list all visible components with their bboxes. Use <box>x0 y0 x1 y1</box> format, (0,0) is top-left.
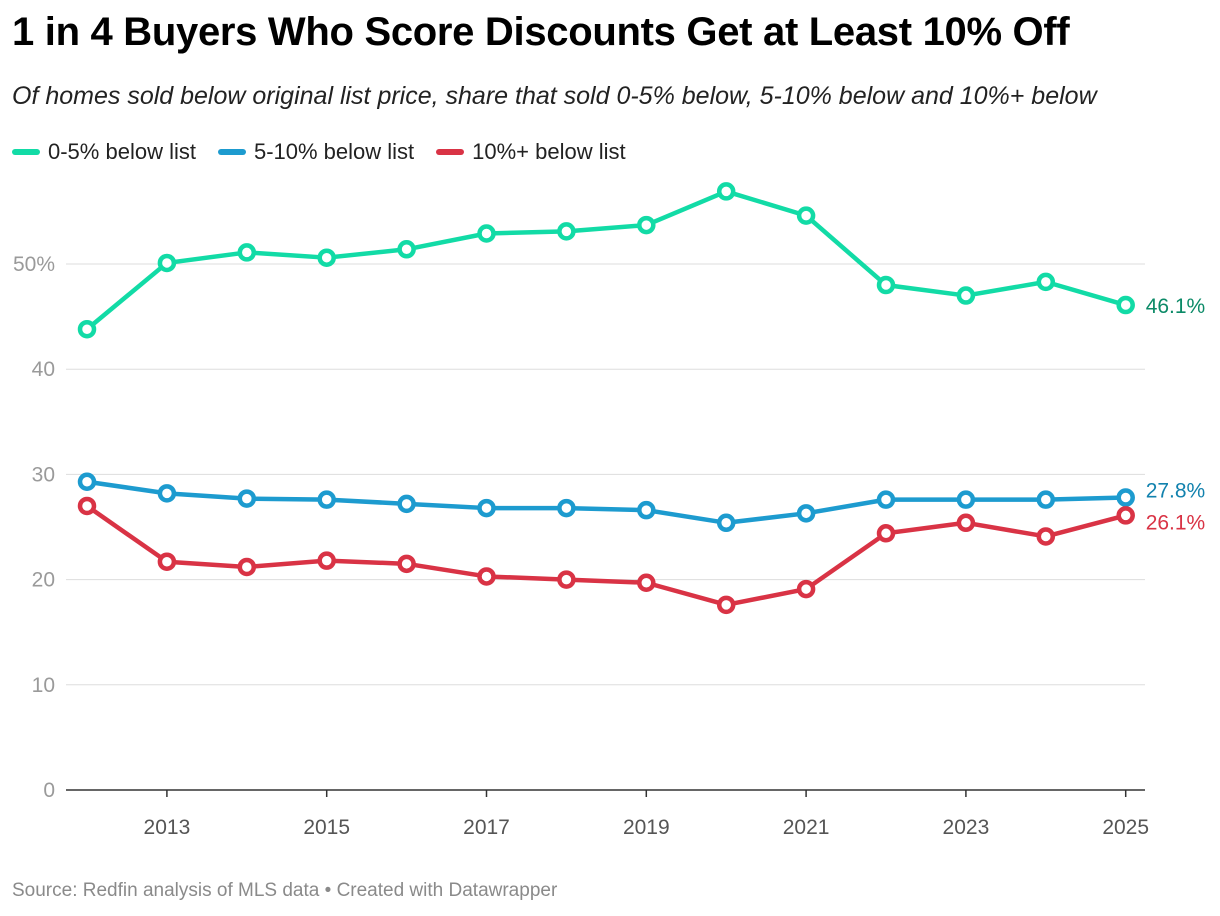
data-point-10-plus <box>956 513 976 533</box>
data-point-5-10 <box>317 490 336 509</box>
end-label-5-10: 27.8% <box>1146 480 1206 503</box>
data-point-10-plus <box>157 552 177 571</box>
data-point-0-5 <box>956 286 976 305</box>
data-point-5-10 <box>1116 488 1135 507</box>
data-point-10-plus <box>317 551 336 570</box>
data-point-0-5 <box>557 222 576 241</box>
chart-title: 1 in 4 Buyers Who Score Discounts Get at… <box>12 10 1070 54</box>
credit-note: Created with Datawrapper <box>336 880 558 901</box>
legend-swatch-10-plus <box>436 149 465 155</box>
y-tick-label: 20 <box>32 569 55 592</box>
x-tick-label: 2019 <box>623 816 670 839</box>
data-point-0-5 <box>1116 295 1135 315</box>
data-point-0-5 <box>317 248 336 267</box>
legend-swatch-0-5 <box>12 149 40 155</box>
data-point-5-10 <box>876 490 896 509</box>
data-point-10-plus <box>237 557 257 577</box>
data-point-10-plus <box>876 524 896 543</box>
x-tick-label: 2021 <box>783 816 830 839</box>
data-point-0-5 <box>477 224 496 243</box>
legend-label-0-5: 0-5% below list <box>48 139 196 164</box>
data-point-0-5 <box>397 240 416 259</box>
data-point-0-5 <box>716 182 736 201</box>
y-tick-label: 10 <box>32 674 55 697</box>
data-point-10-plus <box>77 496 97 516</box>
chart-legend: 0-5% below list 5-10% below list 10%+ be… <box>12 139 626 165</box>
data-point-0-5 <box>237 243 257 262</box>
data-point-0-5 <box>77 319 97 339</box>
end-label-10-plus: 26.1% <box>1146 511 1206 534</box>
x-tick-label: 2017 <box>463 816 510 839</box>
data-point-5-10 <box>637 500 656 520</box>
series-line-5-10 <box>84 479 1128 526</box>
y-tick-label: 0 <box>43 779 55 802</box>
y-tick-label: 50% <box>13 253 55 276</box>
data-point-5-10 <box>77 472 97 492</box>
data-point-0-5 <box>876 275 896 295</box>
legend-item-5-10: 5-10% below list <box>217 139 415 165</box>
data-point-0-5 <box>157 253 177 273</box>
x-tick-label: 2023 <box>943 816 990 839</box>
chart-subtitle: Of homes sold below original list price,… <box>12 82 1097 110</box>
data-point-10-plus <box>796 579 816 599</box>
data-point-10-plus <box>1116 506 1135 525</box>
legend-label-10-plus: 10%+ below list <box>472 139 626 164</box>
data-point-5-10 <box>477 498 496 518</box>
data-point-10-plus <box>716 595 736 615</box>
y-tick-label: 30 <box>32 463 55 486</box>
data-point-0-5 <box>796 206 816 225</box>
data-point-5-10 <box>157 484 177 503</box>
series-line-0-5 <box>84 189 1128 332</box>
source-note: Source: Redfin analysis of MLS data <box>12 880 320 901</box>
data-point-5-10 <box>397 494 416 514</box>
x-tick-label: 2015 <box>303 816 350 839</box>
x-tick-label: 2025 <box>1102 816 1149 839</box>
data-point-10-plus <box>477 567 496 586</box>
data-point-5-10 <box>237 489 257 508</box>
data-point-5-10 <box>956 490 976 509</box>
y-tick-label: 40 <box>32 358 55 381</box>
data-point-5-10 <box>796 504 816 523</box>
data-point-5-10 <box>716 513 736 533</box>
data-point-5-10 <box>557 498 576 518</box>
data-point-5-10 <box>1036 490 1056 509</box>
end-label-0-5: 46.1% <box>1146 295 1206 318</box>
data-point-0-5 <box>1036 272 1056 292</box>
chart-footer: Source: Redfin analysis of MLS data • Cr… <box>12 880 557 902</box>
data-point-0-5 <box>637 215 656 235</box>
data-point-10-plus <box>397 554 416 574</box>
series-line-10-plus <box>84 503 1128 608</box>
data-point-10-plus <box>1036 527 1056 546</box>
data-point-10-plus <box>557 570 576 589</box>
x-tick-label: 2013 <box>144 816 191 839</box>
footer-separator: • <box>324 880 332 901</box>
legend-item-0-5: 0-5% below list <box>12 139 196 165</box>
legend-swatch-5-10 <box>217 149 246 155</box>
legend-item-10-plus: 10%+ below list <box>436 139 626 165</box>
legend-label-5-10: 5-10% below list <box>253 139 415 164</box>
data-point-10-plus <box>637 573 656 593</box>
